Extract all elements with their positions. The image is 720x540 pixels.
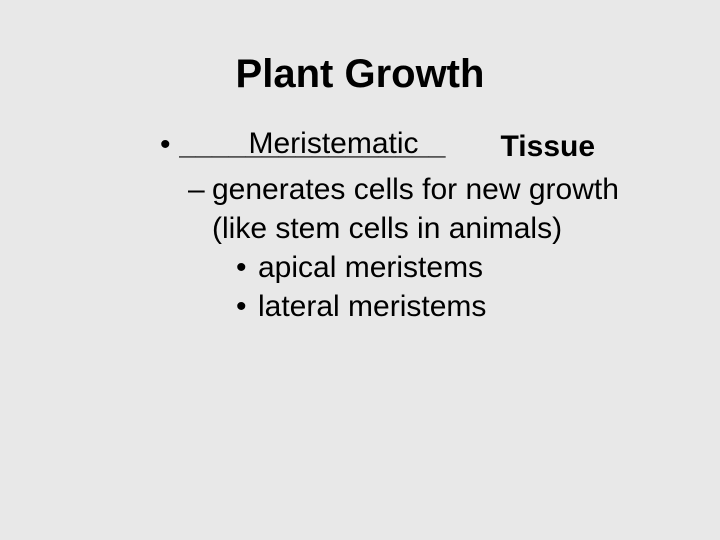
fill-in-blank: Meristematic ________________ [179,126,489,166]
bullet-row: • Meristematic ________________ Tissue [160,126,680,166]
label-after-blank: Tissue [501,127,596,166]
list-item: • lateral meristems [236,287,680,326]
slide-title: Plant Growth [0,52,720,96]
subsub-text: apical meristems [258,248,483,287]
subsub-marker: • [236,248,258,287]
list-item: • apical meristems [236,248,680,287]
blank-underline: ________________ [179,125,489,164]
sub-text: generates cells for new growth (like ste… [212,170,680,248]
sub-marker: – [188,170,212,248]
subsub-marker: • [236,287,258,326]
subsub-list: • apical meristems • lateral meristems [236,248,680,326]
subsub-text: lateral meristems [258,287,486,326]
slide: Plant Growth • Meristematic ____________… [0,0,720,540]
slide-content: • Meristematic ________________ Tissue –… [160,126,680,326]
sub-bullet: – generates cells for new growth (like s… [188,170,680,326]
bullet-marker: • [160,130,171,160]
